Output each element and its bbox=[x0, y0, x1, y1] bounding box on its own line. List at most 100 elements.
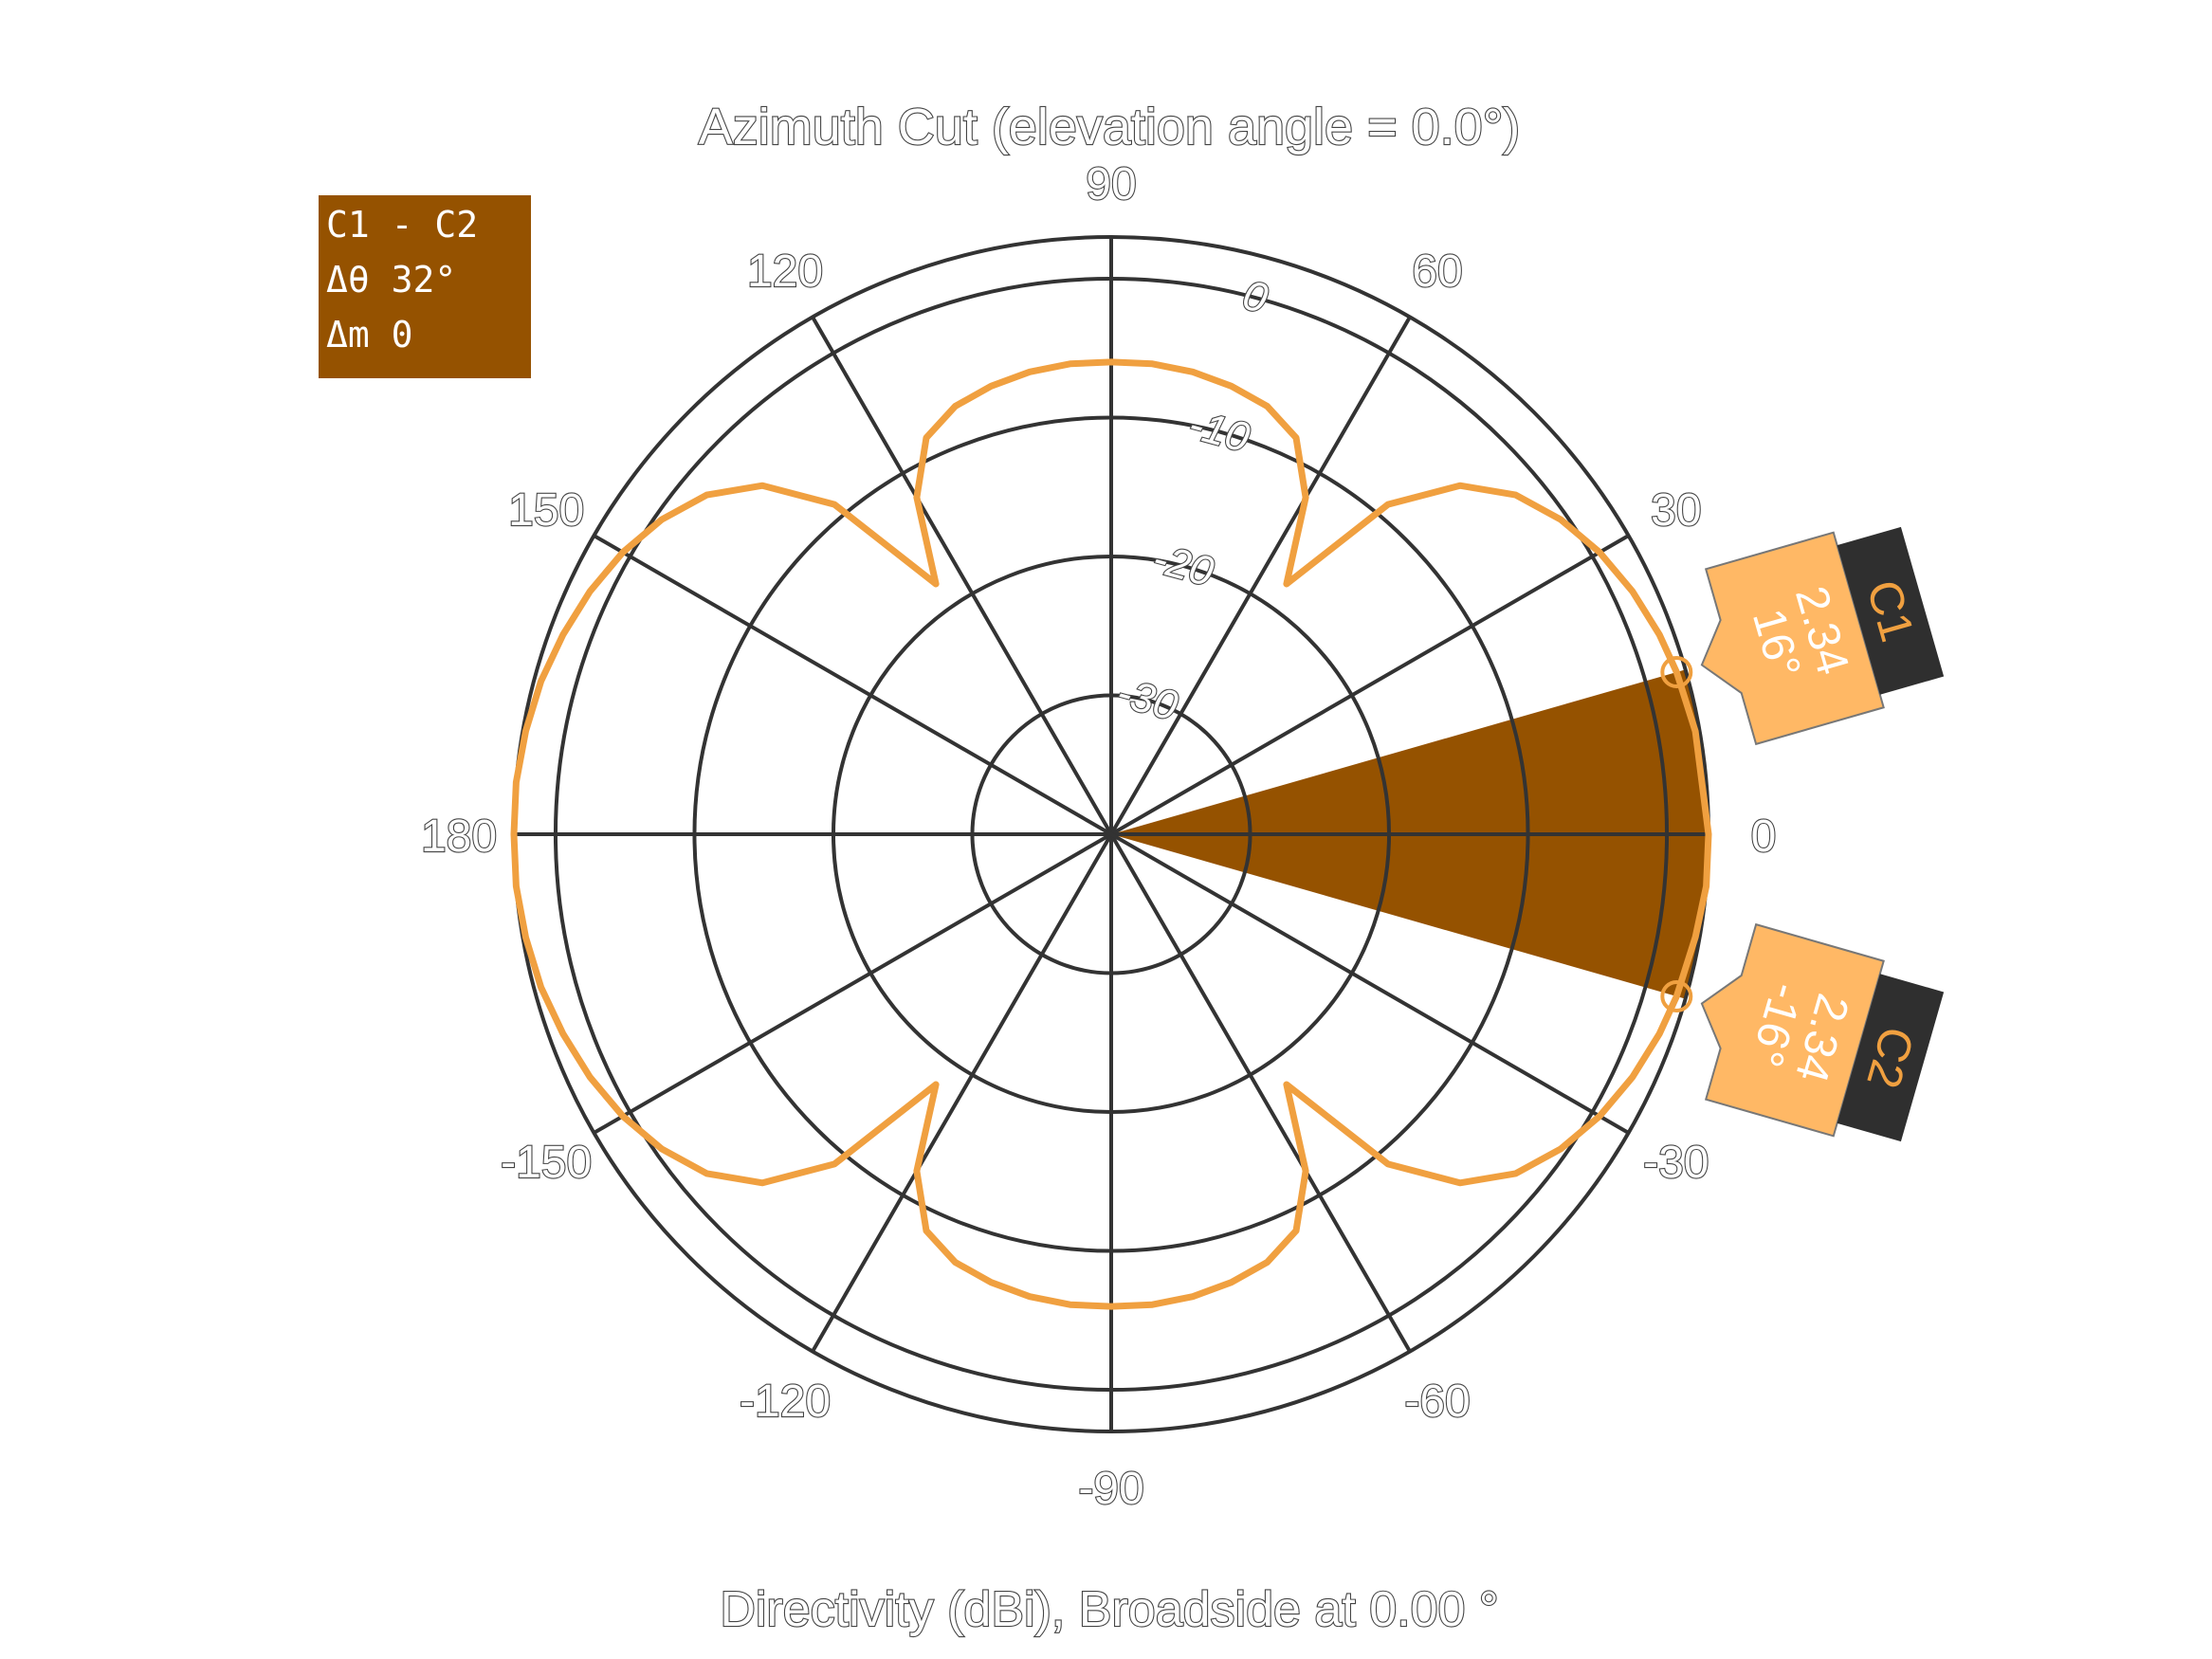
pattern-data-point bbox=[525, 731, 526, 732]
pattern-data-point bbox=[1632, 1077, 1633, 1078]
chart-title: Azimuth Cut (elevation angle = 0.0°) bbox=[699, 99, 1521, 155]
radial-tick-label: 0 bbox=[1238, 272, 1273, 323]
delta-line-magnitude: Δm 0 bbox=[326, 314, 413, 356]
radial-tick-label: -30 bbox=[1112, 669, 1183, 730]
pattern-data-point bbox=[834, 1163, 835, 1164]
pattern-data-point bbox=[1286, 583, 1287, 584]
radial-tick-label: -20 bbox=[1148, 536, 1219, 596]
cursor-tag-body bbox=[1700, 922, 1885, 1138]
pattern-data-point bbox=[590, 591, 591, 592]
angle-tick-label: -30 bbox=[1643, 1138, 1709, 1188]
cursor-label-bg bbox=[1837, 526, 1945, 695]
pattern-data-point bbox=[1030, 1296, 1031, 1297]
polar-grid bbox=[512, 235, 1710, 1433]
pattern-data-point bbox=[562, 634, 563, 635]
cursor-marker bbox=[1660, 979, 1693, 1012]
pattern-data-point bbox=[1561, 1148, 1562, 1149]
pattern-data-point bbox=[991, 386, 992, 387]
pattern-data-point bbox=[916, 1171, 917, 1172]
pattern-data-point bbox=[516, 782, 517, 783]
pattern-data-point bbox=[1676, 995, 1677, 996]
pattern-data-point bbox=[936, 583, 937, 584]
pattern-data-point bbox=[1387, 1163, 1388, 1164]
pattern-data-point bbox=[1111, 361, 1112, 362]
pattern-data-point bbox=[762, 1182, 763, 1183]
angle-tick-label: -150 bbox=[501, 1138, 592, 1188]
delta-line-angle: Δθ 32° bbox=[326, 259, 457, 301]
pattern-data-point bbox=[1192, 1296, 1193, 1297]
pattern-data-point bbox=[1267, 1262, 1268, 1263]
angle-tick-label: 0 bbox=[1751, 811, 1777, 862]
pattern-data-point bbox=[1069, 363, 1070, 364]
pattern-data-point bbox=[991, 1282, 992, 1283]
pattern-data-point bbox=[1659, 634, 1660, 635]
pattern-data-point bbox=[1030, 372, 1031, 373]
pattern-data-point bbox=[834, 504, 835, 505]
pattern-data-point bbox=[762, 485, 763, 486]
pattern-data-point bbox=[525, 937, 526, 938]
pattern-data-point bbox=[1515, 495, 1516, 496]
pattern-data-point bbox=[1306, 1171, 1307, 1172]
pattern-data-point bbox=[1069, 1304, 1070, 1305]
pattern-data-point bbox=[955, 406, 956, 407]
pattern-data-point bbox=[1192, 372, 1193, 373]
pattern-data-point bbox=[1111, 1306, 1112, 1307]
pattern-data-point bbox=[1306, 497, 1307, 498]
cursor-marker bbox=[1660, 656, 1693, 689]
cursor-label-bg bbox=[1837, 974, 1945, 1142]
pattern-series-line bbox=[510, 358, 1712, 1310]
pattern-data-point bbox=[955, 1262, 956, 1263]
pattern-data-point bbox=[1515, 1173, 1516, 1174]
pattern-data-point bbox=[1296, 437, 1297, 438]
pattern-data-point bbox=[925, 437, 926, 438]
pattern-data-point bbox=[1676, 672, 1677, 673]
pattern-data-point bbox=[590, 1077, 591, 1078]
pattern-data-point bbox=[516, 885, 517, 886]
angle-tick-label: 150 bbox=[508, 485, 584, 536]
pattern-data-point bbox=[1152, 1304, 1153, 1305]
radial-tick-label: -10 bbox=[1184, 401, 1255, 462]
pattern-data-point bbox=[706, 495, 707, 496]
angle-tick-label: -90 bbox=[1078, 1464, 1143, 1514]
pattern-data-point bbox=[622, 1116, 623, 1117]
delta-line-cursors: C1 - C2 bbox=[326, 204, 479, 246]
angle-tick-label: 90 bbox=[1086, 159, 1136, 210]
pattern-data-point bbox=[1459, 485, 1460, 486]
pattern-data-point bbox=[1459, 1182, 1460, 1183]
pattern-data-point bbox=[1659, 1033, 1660, 1034]
angle-tick-label: 180 bbox=[421, 811, 497, 862]
pattern-data-point bbox=[1387, 504, 1388, 505]
angle-tick-label: 60 bbox=[1412, 246, 1462, 297]
angle-tick-label: 30 bbox=[1651, 485, 1701, 536]
pattern-data-point bbox=[1695, 937, 1696, 938]
angle-tick-label: 120 bbox=[747, 246, 823, 297]
pattern-data-point bbox=[540, 987, 541, 988]
pattern-data-point bbox=[1231, 1282, 1232, 1283]
cursor-delta-box: C1 - C2 Δθ 32° Δm 0 bbox=[319, 195, 531, 378]
pattern-data-point bbox=[1231, 386, 1232, 387]
pattern-data-point bbox=[540, 681, 541, 682]
pattern-data-point bbox=[661, 1148, 662, 1149]
tick-labels: 90 60 30 0 -30 -60 -90 -120 -150 180 150 120 0 -10 -20… bbox=[420, 158, 1778, 1515]
pattern-layer bbox=[510, 358, 1712, 1310]
pattern-data-point bbox=[1706, 885, 1707, 886]
pattern-data-point bbox=[916, 497, 917, 498]
angle-tick-label: -60 bbox=[1404, 1376, 1470, 1427]
pattern-data-point bbox=[562, 1033, 563, 1034]
pattern-data-point bbox=[622, 552, 623, 553]
angle-tick-label: -120 bbox=[740, 1376, 831, 1427]
pattern-data-point bbox=[1267, 406, 1268, 407]
cursor-tag-body bbox=[1700, 531, 1885, 746]
pattern-data-point bbox=[514, 834, 515, 835]
pattern-data-point bbox=[706, 1173, 707, 1174]
pattern-data-point bbox=[1695, 731, 1696, 732]
pattern-data-point bbox=[1632, 591, 1633, 592]
pattern-data-point bbox=[1152, 363, 1153, 364]
